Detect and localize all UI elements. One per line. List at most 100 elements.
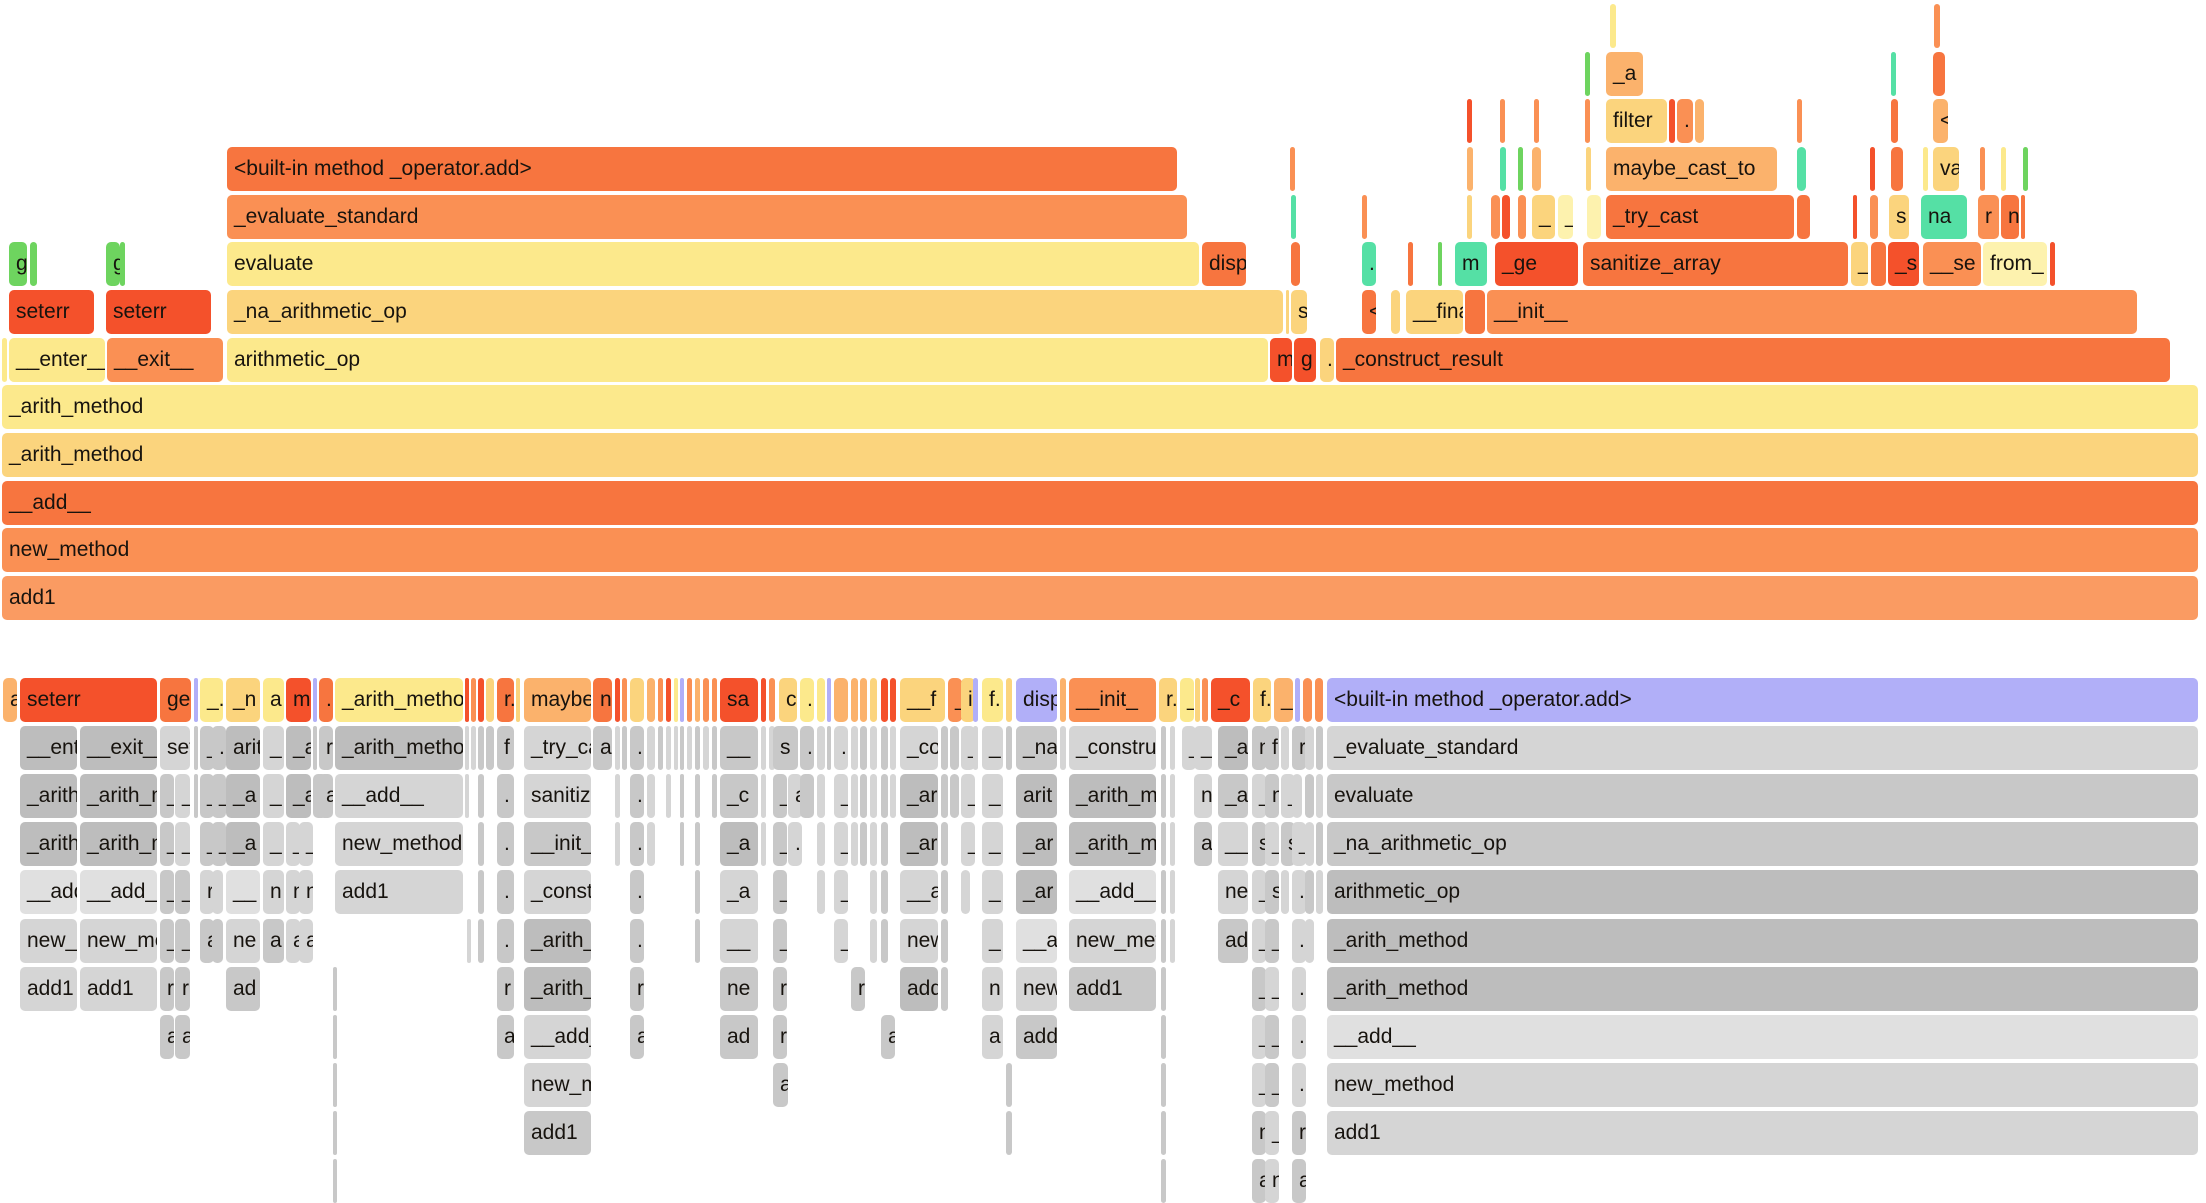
frame--[interactable]: . bbox=[1362, 242, 1376, 287]
frame-a[interactable]: a bbox=[881, 1014, 895, 1059]
frame-sliver[interactable] bbox=[769, 726, 775, 771]
frame-sliver[interactable] bbox=[615, 774, 620, 819]
frame-_[interactable]: _ bbox=[175, 774, 190, 819]
frame-add1[interactable]: add1 bbox=[335, 870, 463, 915]
frame-sliver[interactable] bbox=[1315, 678, 1323, 722]
frame-_a[interactable]: _a bbox=[226, 822, 260, 867]
frame-_construct_result[interactable]: _construct_result bbox=[1336, 337, 2170, 382]
frame-__add__[interactable]: __add__ bbox=[80, 870, 157, 915]
frame-_-[interactable]: _. bbox=[200, 678, 223, 722]
frame-new_method[interactable]: new_method bbox=[80, 918, 157, 963]
frame--[interactable]: . bbox=[497, 774, 514, 819]
frame-sliver[interactable] bbox=[870, 918, 877, 963]
frame-s[interactable]: s bbox=[1252, 822, 1266, 867]
frame-_[interactable]: _ bbox=[1252, 774, 1266, 819]
frame-sliver[interactable] bbox=[941, 774, 948, 819]
frame-a[interactable]: a bbox=[3, 678, 17, 722]
frame-_[interactable]: _ bbox=[1281, 774, 1295, 819]
frame-__[interactable]: __ bbox=[226, 870, 260, 915]
frame-sliver[interactable] bbox=[851, 678, 858, 722]
frame-sliver[interactable] bbox=[486, 678, 494, 722]
frame-sliver[interactable] bbox=[333, 1159, 337, 1203]
frame-c[interactable]: c bbox=[779, 678, 797, 722]
frame-new_method[interactable]: new_method bbox=[335, 822, 463, 867]
frame-sliver[interactable] bbox=[851, 774, 858, 819]
frame-r[interactable]: r bbox=[1292, 1110, 1306, 1155]
frame--[interactable]: . bbox=[834, 726, 848, 771]
frame-r[interactable]: r bbox=[319, 726, 333, 771]
frame-sliver[interactable] bbox=[486, 726, 494, 771]
frame-sliver[interactable] bbox=[1305, 918, 1314, 963]
frame-sliver[interactable] bbox=[1170, 726, 1175, 771]
frame-sliver[interactable] bbox=[666, 678, 671, 722]
frame-_[interactable]: _ bbox=[212, 774, 226, 819]
frame-a[interactable]: a bbox=[773, 1062, 788, 1107]
frame-_[interactable]: _ bbox=[1851, 242, 1868, 287]
frame-sliver[interactable] bbox=[941, 870, 948, 915]
frame-sliver[interactable] bbox=[1467, 99, 1472, 144]
frame-_[interactable]: _ bbox=[773, 822, 787, 867]
frame-sliver[interactable] bbox=[703, 678, 709, 722]
frame-_[interactable]: _ bbox=[1558, 194, 1573, 239]
frame-sliver[interactable] bbox=[212, 870, 223, 915]
frame-ad[interactable]: ad bbox=[1218, 918, 1248, 963]
frame-_[interactable]: _ bbox=[1265, 1014, 1279, 1059]
frame-sliver[interactable] bbox=[615, 822, 620, 867]
frame-sliver[interactable] bbox=[1669, 99, 1675, 144]
frame-sliver[interactable] bbox=[647, 678, 655, 722]
frame-seterr[interactable]: seterr bbox=[160, 726, 190, 771]
frame-_a[interactable]: _a bbox=[286, 774, 311, 819]
frame-r[interactable]: r bbox=[851, 966, 865, 1011]
frame-sliver[interactable] bbox=[1532, 147, 1541, 191]
frame-sliver[interactable] bbox=[1980, 147, 1985, 191]
frame--[interactable]: . bbox=[788, 822, 802, 867]
frame-_arith_method[interactable]: _arith_method bbox=[20, 774, 77, 819]
frame-new_method[interactable]: new_method bbox=[1069, 918, 1156, 963]
frame-sliver[interactable] bbox=[761, 726, 766, 771]
frame-sliver[interactable] bbox=[1891, 99, 1898, 144]
frame-sliver[interactable] bbox=[516, 678, 520, 722]
frame-sliver[interactable] bbox=[674, 678, 678, 722]
frame-va[interactable]: va bbox=[1933, 147, 1959, 191]
frame-sliver[interactable] bbox=[2023, 147, 2028, 191]
frame--[interactable]: . bbox=[630, 918, 644, 963]
frame-sliver[interactable] bbox=[680, 822, 684, 867]
frame-sliver[interactable] bbox=[1170, 822, 1175, 867]
frame-n[interactable]: n bbox=[1252, 726, 1266, 771]
frame-disp[interactable]: disp bbox=[1202, 242, 1246, 287]
frame-sliver[interactable] bbox=[194, 726, 198, 771]
frame-__a[interactable]: __a bbox=[900, 870, 938, 915]
frame-sliver[interactable] bbox=[870, 822, 877, 867]
frame-_[interactable]: _ bbox=[1292, 822, 1306, 867]
frame-a[interactable]: a bbox=[1292, 1159, 1306, 1203]
frame-sliver[interactable] bbox=[666, 774, 671, 819]
frame-sliver[interactable] bbox=[194, 774, 198, 819]
frame-sliver[interactable] bbox=[769, 678, 775, 722]
frame-sliver[interactable] bbox=[478, 678, 484, 722]
frame-_[interactable]: _ bbox=[982, 918, 1003, 963]
frame-_[interactable]: _ bbox=[200, 822, 214, 867]
frame--[interactable]: . bbox=[1292, 918, 1306, 963]
frame--[interactable]: . bbox=[497, 870, 514, 915]
frame-__enter__[interactable]: __enter__ bbox=[9, 337, 105, 382]
frame--[interactable]: < bbox=[1933, 99, 1948, 144]
frame-sliver[interactable] bbox=[1281, 726, 1289, 771]
frame-a[interactable]: a bbox=[630, 1014, 644, 1059]
frame-ad[interactable]: ad bbox=[299, 918, 313, 963]
frame-sliver[interactable] bbox=[2021, 194, 2025, 239]
frame-_[interactable]: _ bbox=[834, 870, 848, 915]
frame-__init__[interactable]: __init__ bbox=[1487, 290, 2137, 335]
frame-sliver[interactable] bbox=[1408, 242, 1413, 287]
frame-_[interactable]: _ bbox=[1182, 726, 1196, 771]
frame-a[interactable]: a bbox=[175, 1014, 190, 1059]
frame-sliver[interactable] bbox=[647, 774, 655, 819]
frame-sliver[interactable] bbox=[333, 1014, 337, 1059]
frame-sliver[interactable] bbox=[687, 678, 692, 722]
frame-_arith_method[interactable]: _arith_method bbox=[335, 726, 463, 771]
frame-add1[interactable]: add1 bbox=[80, 966, 157, 1011]
frame-sliver[interactable] bbox=[1161, 918, 1166, 963]
frame-__add__[interactable]: __add__ bbox=[1327, 1014, 2198, 1059]
frame--[interactable]: . bbox=[1320, 337, 1334, 382]
frame-sliver[interactable] bbox=[1202, 678, 1208, 722]
frame-sliver[interactable] bbox=[1161, 774, 1166, 819]
